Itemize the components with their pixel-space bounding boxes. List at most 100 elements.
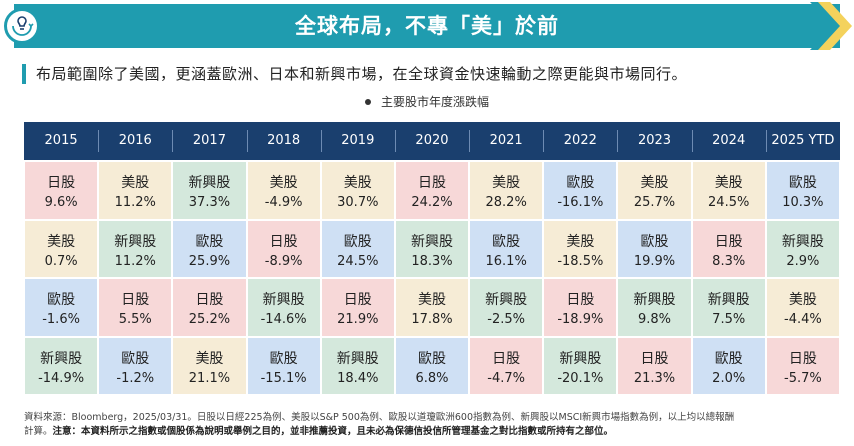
header-divider (765, 130, 767, 152)
market-name: 新興股 (781, 233, 824, 250)
return-value: 11.2% (114, 195, 156, 210)
market-name: 歐股 (788, 175, 817, 191)
return-value: 10.3% (782, 195, 824, 210)
return-value: 11.2% (114, 253, 156, 269)
table-cell: 新興股 -2.5% (470, 279, 543, 336)
column-header: 2020 (415, 133, 449, 148)
market-name: 日股 (121, 292, 150, 308)
return-value: 25.7% (633, 195, 676, 210)
market-name: 新興股 (485, 292, 528, 308)
footnote: 資料來源：Bloomberg，2025/03/31。日股以日經225為例、美股以… (24, 411, 848, 439)
market-name: 新興股 (336, 350, 379, 367)
table-cell: 歐股 -1.6% (25, 279, 98, 336)
return-value: 7.5% (712, 312, 746, 327)
table-cell: 日股 -5.7% (766, 337, 839, 394)
market-name: 歐股 (343, 233, 372, 250)
market-name: 美股 (640, 175, 669, 191)
table-cell: 歐股 6.8% (395, 337, 469, 394)
header-divider (246, 130, 248, 152)
table-cell: 美股 0.7% (25, 220, 98, 277)
return-value: 2.9% (786, 253, 820, 269)
return-value: -20.1% (557, 370, 604, 386)
table-cell: 歐股 -1.2% (99, 337, 172, 394)
table-cell: 新興股 9.8% (618, 279, 691, 336)
table-cell: 日股 5.5% (99, 279, 172, 336)
column-header: 2018 (267, 133, 301, 148)
return-value: 9.8% (638, 312, 672, 327)
header-divider (469, 130, 471, 152)
return-value: -16.1% (557, 195, 604, 210)
disclaimer-text: 注意：本資料所示之指數或個股係為說明或舉例之目的，並非推薦投資，且未必為保德信投… (52, 426, 614, 437)
return-value: -1.2% (116, 370, 155, 386)
market-name: 美股 (566, 233, 595, 250)
return-value: 6.8% (415, 370, 449, 386)
subtitle: 布局範圍除了美國，更涵蓋歐洲、日本和新興市場，在全球資金快速輪動之際更能與市場同… (36, 65, 688, 83)
table-cell: 新興股 18.4% (321, 337, 394, 394)
return-value: 37.3% (188, 195, 231, 210)
header-divider (98, 130, 100, 152)
return-value: 2.0% (712, 370, 746, 386)
return-value: 17.8% (411, 312, 453, 327)
table-cell: 日股 9.6% (25, 162, 98, 219)
market-name: 美股 (47, 233, 76, 250)
return-value: 28.2% (485, 195, 527, 210)
table-cell: 美股 -18.5% (544, 220, 617, 277)
table-cell: 美股 30.7% (321, 162, 394, 219)
header-divider (172, 130, 174, 152)
market-name: 日股 (417, 175, 446, 191)
market-name: 歐股 (714, 350, 743, 367)
market-name: 美股 (121, 175, 150, 191)
subtitle-accent-bar (22, 64, 26, 84)
table-cell: 日股 24.2% (395, 162, 469, 219)
return-value: 21.3% (633, 370, 676, 386)
banner-background (14, 4, 840, 48)
return-value: -8.9% (264, 253, 303, 269)
header-divider (617, 130, 619, 152)
footnote-prefix: 計算。 (24, 426, 53, 437)
market-name: 新興股 (114, 233, 157, 250)
return-value: 19.9% (633, 253, 676, 269)
return-value: 25.2% (188, 312, 231, 327)
table-cell: 新興股 2.9% (766, 220, 839, 277)
table-cell: 新興股 -20.1% (544, 337, 617, 394)
market-name: 美股 (269, 175, 298, 191)
column-header: 2021 (489, 133, 523, 148)
footnote-line-2: 計算。注意：本資料所示之指數或個股係為說明或舉例之目的，並非推薦投資，且未必為保… (24, 425, 848, 439)
market-name: 歐股 (640, 233, 669, 250)
column-header: 2019 (341, 133, 375, 148)
table-cell: 美股 17.8% (395, 279, 469, 336)
return-value: 30.7% (337, 195, 379, 210)
market-name: 歐股 (417, 350, 446, 367)
column-header: 2015 (44, 133, 78, 148)
return-value: 21.9% (337, 312, 379, 327)
bullet-icon (364, 98, 371, 105)
header-divider (691, 130, 693, 152)
market-name: 新興股 (188, 175, 231, 191)
table-cell: 美股 -4.4% (766, 279, 839, 336)
return-value: -5.7% (784, 370, 822, 386)
market-name: 新興股 (262, 292, 305, 308)
return-value: -14.6% (260, 312, 307, 327)
caption-text: 主要股市年度漲跌幅 (380, 95, 489, 109)
return-value: 21.1% (188, 370, 231, 386)
return-value: -2.5% (487, 312, 526, 327)
page-title: 全球布局，不專「美」於前 (295, 14, 559, 38)
market-name: 新興股 (410, 233, 453, 250)
market-name: 新興股 (559, 350, 602, 367)
column-header: 2023 (637, 133, 672, 148)
table-cell: 美股 28.2% (470, 162, 543, 219)
market-name: 日股 (47, 175, 76, 191)
table-caption: 主要股市年度漲跌幅 (0, 93, 854, 110)
return-value: -18.5% (557, 253, 604, 269)
market-name: 歐股 (566, 175, 595, 191)
market-name: 歐股 (195, 233, 224, 250)
market-name: 美股 (788, 292, 817, 308)
market-name: 歐股 (47, 292, 76, 308)
market-name: 新興股 (707, 292, 750, 308)
header-divider (543, 130, 545, 152)
column-header: 2022 (563, 133, 597, 148)
table-cell: 新興股 11.2% (99, 220, 172, 277)
table-cell: 美股 24.5% (692, 162, 765, 219)
table-cell: 日股 -18.9% (544, 279, 617, 336)
column-header: 2024 (712, 133, 746, 148)
